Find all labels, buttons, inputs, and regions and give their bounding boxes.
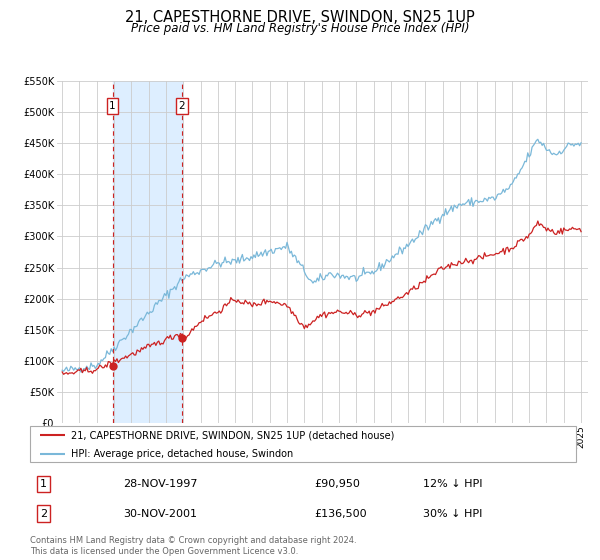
Text: 30-NOV-2001: 30-NOV-2001 [123, 508, 197, 519]
Text: 12% ↓ HPI: 12% ↓ HPI [423, 479, 482, 489]
Text: £136,500: £136,500 [314, 508, 367, 519]
Text: 21, CAPESTHORNE DRIVE, SWINDON, SN25 1UP (detached house): 21, CAPESTHORNE DRIVE, SWINDON, SN25 1UP… [71, 430, 394, 440]
Text: 1: 1 [109, 101, 116, 111]
Text: 1: 1 [40, 479, 47, 489]
Text: £90,950: £90,950 [314, 479, 360, 489]
Text: This data is licensed under the Open Government Licence v3.0.: This data is licensed under the Open Gov… [30, 547, 298, 556]
Text: 30% ↓ HPI: 30% ↓ HPI [423, 508, 482, 519]
Text: 2: 2 [40, 508, 47, 519]
Text: 28-NOV-1997: 28-NOV-1997 [123, 479, 197, 489]
Text: HPI: Average price, detached house, Swindon: HPI: Average price, detached house, Swin… [71, 449, 293, 459]
FancyBboxPatch shape [30, 426, 576, 462]
Text: 2: 2 [178, 101, 185, 111]
Text: Contains HM Land Registry data © Crown copyright and database right 2024.: Contains HM Land Registry data © Crown c… [30, 536, 356, 545]
Text: Price paid vs. HM Land Registry's House Price Index (HPI): Price paid vs. HM Land Registry's House … [131, 22, 469, 35]
Text: 21, CAPESTHORNE DRIVE, SWINDON, SN25 1UP: 21, CAPESTHORNE DRIVE, SWINDON, SN25 1UP [125, 10, 475, 25]
Bar [113, 81, 182, 423]
